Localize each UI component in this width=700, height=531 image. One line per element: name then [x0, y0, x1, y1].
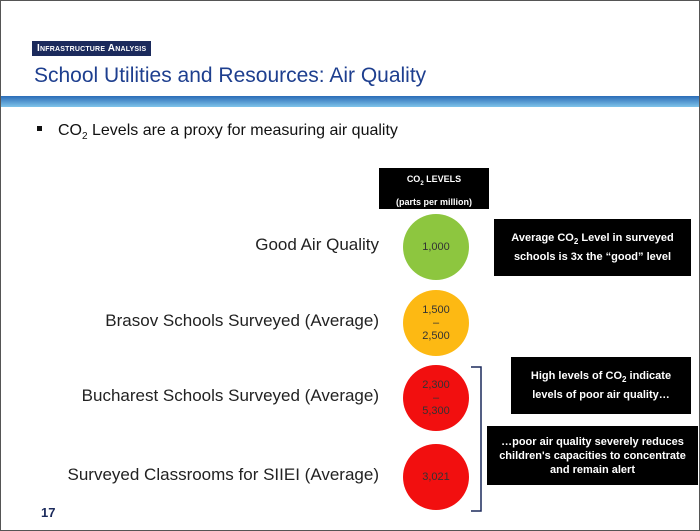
callout-text: …poor air quality severely reduces child… [495, 435, 690, 477]
callout: Average CO2 Level in surveyed schools is… [494, 219, 691, 276]
section-kicker: Infrastructure Analysis [32, 41, 152, 56]
level-circle: 2,300–5,300 [403, 365, 469, 431]
level-circle: 3,021 [403, 444, 469, 510]
callout-text: High levels of CO2 indicate levels of po… [519, 369, 683, 401]
title-band [1, 96, 699, 107]
level-value: 1,500 [422, 303, 450, 316]
level-value: 1,000 [422, 240, 450, 253]
bullet-text: CO [58, 122, 82, 139]
callout-part: indicate levels of poor air quality… [532, 370, 672, 401]
level-value: – [432, 316, 440, 329]
callout-part: Average CO [511, 232, 574, 245]
level-circle: 1,500–2,500 [403, 290, 469, 356]
callout: High levels of CO2 indicate levels of po… [511, 357, 691, 414]
row-label: Bucharest Schools Surveyed (Average) [81, 386, 379, 405]
level-value: 2,300 [422, 378, 450, 391]
bracket [471, 366, 482, 512]
subscript: 2 [420, 180, 424, 187]
callout-part: Level in surveyed schools is 3x the “goo… [513, 232, 674, 263]
callout-text: Average CO2 Level in surveyed schools is… [502, 231, 683, 263]
bullet-text: Levels are a proxy for measuring air qua… [87, 122, 398, 139]
level-value: – [432, 391, 440, 404]
row-label: Brasov Schools Surveyed (Average) [105, 311, 379, 330]
level-value: 2,500 [422, 329, 450, 342]
level-value: 5,300 [422, 404, 450, 417]
bullet: CO2 Levels are a proxy for measuring air… [37, 122, 398, 142]
subscript: 2 [573, 237, 579, 247]
row-label: Good Air Quality [255, 235, 379, 254]
subscript: 2 [622, 375, 627, 385]
header-text: CO [406, 174, 421, 184]
callout-part: High levels of CO [530, 370, 622, 383]
slide-title: School Utilities and Resources: Air Qual… [34, 64, 427, 87]
row-label: Surveyed Classrooms for SIIEI (Average) [67, 465, 379, 484]
page-number: 17 [41, 505, 56, 520]
header-unit: (parts per million) [395, 196, 472, 207]
level-circle: 1,000 [403, 214, 469, 280]
header-text: LEVELS [423, 174, 462, 184]
subscript: 2 [82, 131, 88, 143]
callout: …poor air quality severely reduces child… [487, 426, 698, 485]
bracket-line [471, 366, 482, 512]
column-header: CO2 LEVELS (parts per million) [379, 168, 489, 209]
level-value: 3,021 [422, 470, 450, 483]
callout-part: …poor air quality severely reduces child… [499, 435, 686, 476]
